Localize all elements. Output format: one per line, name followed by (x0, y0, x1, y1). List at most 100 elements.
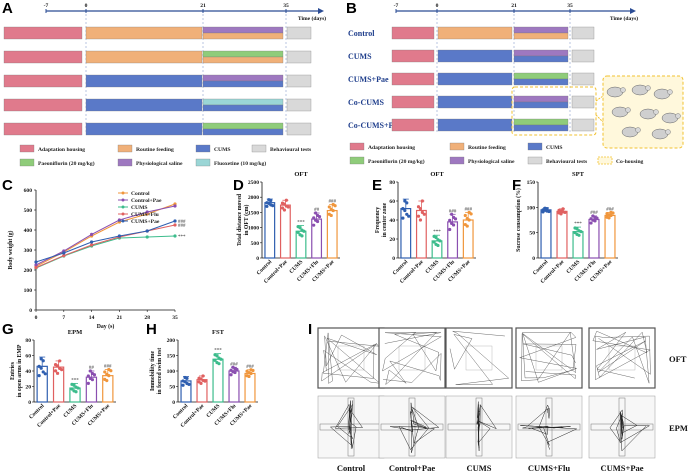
timeline-segment (571, 49, 595, 63)
significance-label: *** (214, 349, 222, 354)
y-tick-label: 50 (529, 231, 535, 237)
data-point (312, 216, 316, 220)
data-point (545, 209, 549, 213)
oft-arena (445, 327, 513, 389)
data-point (39, 357, 43, 361)
data-point (314, 211, 318, 215)
y-axis-label: Total distance moved (237, 193, 243, 246)
series-line (35, 224, 176, 269)
data-point (62, 251, 66, 255)
x-tick-label: 7 (62, 315, 65, 321)
bar (556, 210, 568, 259)
data-point (39, 366, 43, 370)
data-point (181, 379, 185, 383)
y-tick-label: 0 (532, 256, 535, 262)
timeline-segment (85, 122, 203, 136)
group-label: Co-CUMS (348, 98, 385, 107)
mouse-head-icon (665, 129, 671, 135)
timeline-segment (202, 98, 284, 106)
data-point (265, 201, 269, 205)
data-point (74, 385, 78, 389)
timeline-tick-label: -7 (394, 3, 399, 9)
oft-center-zone (398, 345, 426, 371)
data-point (55, 371, 60, 375)
timeline-segment (202, 74, 284, 82)
timeline-segment (286, 74, 312, 88)
timeline-arrow-icon (630, 8, 636, 14)
data-point (609, 210, 613, 214)
panel-i-track-images: I Control Control+Pae CUMS CUMS+Flu CUMS+Pae O… (308, 321, 688, 473)
data-point (450, 221, 454, 226)
timeline-segment (85, 98, 203, 112)
timeline-segment (391, 49, 435, 63)
panel-letter: F (512, 177, 521, 194)
significance-label: *** (71, 378, 79, 383)
mouse-icon (611, 106, 629, 118)
row-label-oft: OFT (669, 354, 687, 364)
x-tick-label: 0 (35, 315, 38, 321)
timeline-segment (3, 74, 83, 88)
y-tick-label: 500 (251, 241, 260, 247)
y-tick-label: 2000 (248, 195, 259, 201)
legend-label: Control (131, 191, 150, 197)
significance-label: ### (246, 365, 254, 370)
data-point (300, 228, 304, 232)
mouse-head-icon (620, 87, 626, 93)
data-point (327, 212, 331, 216)
oft-track-path (382, 331, 442, 386)
bar (212, 358, 224, 403)
data-point (298, 233, 302, 237)
panel-letter: H (146, 321, 157, 338)
data-point (463, 213, 467, 218)
legend-swatch (349, 142, 365, 151)
y-tick-label: 0 (172, 400, 175, 406)
data-point (296, 230, 300, 235)
oft-center-zone (465, 345, 493, 371)
chart-title: EPM (68, 329, 82, 336)
mouse-icon (621, 126, 639, 138)
significance-label: ### (178, 224, 186, 229)
legend-marker (121, 191, 125, 195)
data-point (185, 381, 189, 386)
significance-label: ### (230, 362, 238, 367)
data-point (403, 199, 407, 203)
legend-label: Paeoniflorin (20 mg/kg) (38, 160, 95, 167)
oft-track-path (321, 332, 381, 384)
data-point (181, 383, 185, 387)
data-point (416, 205, 421, 209)
data-point (107, 367, 111, 372)
data-point (280, 206, 285, 210)
mouse-head-icon (635, 127, 641, 133)
epm-frame (588, 395, 656, 459)
mouse-icon (639, 108, 657, 120)
significance-label: ### (449, 209, 457, 214)
timeline-segment (513, 124, 569, 132)
timeline-segment (513, 95, 569, 103)
legend-swatch (195, 144, 211, 153)
data-point (201, 374, 205, 378)
data-point (86, 374, 90, 378)
data-point (450, 212, 454, 216)
data-point (173, 223, 177, 227)
data-point (329, 207, 333, 211)
data-point (86, 381, 90, 385)
bar (264, 202, 276, 259)
data-point (58, 366, 62, 370)
timeline-segment (202, 56, 284, 64)
epm-closed-arm (475, 397, 483, 457)
series-line (35, 205, 176, 266)
data-point (247, 371, 251, 375)
group-label: Control (348, 29, 375, 38)
data-point (401, 207, 405, 211)
legend-swatch (449, 142, 465, 151)
data-point (90, 240, 94, 244)
data-point (53, 363, 58, 367)
timeline-segment (202, 122, 284, 130)
chart-title: SPT (572, 171, 585, 178)
data-point (591, 218, 595, 222)
legend-label: CUMS (546, 145, 562, 151)
mouse-head-icon (675, 113, 681, 119)
timeline-segment (202, 104, 284, 112)
